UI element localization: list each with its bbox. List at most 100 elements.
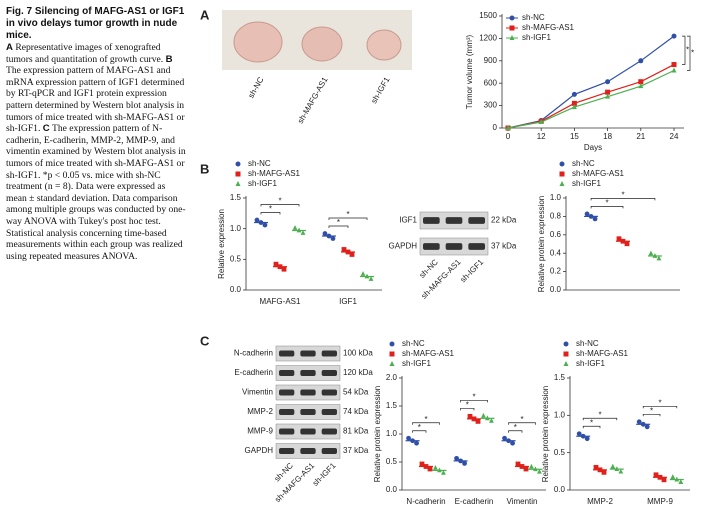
bracket — [412, 422, 440, 425]
point — [441, 470, 446, 475]
point — [258, 220, 264, 225]
point — [640, 421, 646, 427]
point — [235, 161, 241, 167]
point — [419, 461, 425, 467]
blot-band — [300, 428, 316, 435]
legend-label: sh-NC — [576, 339, 599, 348]
point — [322, 231, 328, 236]
size-label: 120 kDa — [343, 368, 373, 377]
point — [671, 62, 677, 68]
point — [427, 466, 433, 472]
x-tick-label: 15 — [570, 132, 579, 141]
bracket — [412, 430, 427, 433]
bracket — [328, 217, 368, 221]
blot-band — [279, 409, 295, 415]
point — [576, 431, 582, 437]
bracket — [590, 198, 656, 201]
legend-label: sh-MAFG-AS1 — [576, 349, 629, 358]
point — [657, 474, 663, 480]
point — [605, 93, 611, 99]
point — [620, 238, 626, 244]
legend-label: sh-NC — [402, 339, 425, 348]
blot-band — [423, 243, 440, 250]
blot-band — [321, 370, 337, 376]
size-label: 37 kDa — [491, 242, 517, 251]
y-axis-label: Tumor volume (mm³) — [465, 34, 474, 109]
size-label: 81 kDa — [343, 427, 369, 436]
photo-label: sh-IGF1 — [369, 75, 392, 105]
point — [661, 477, 667, 483]
lane-label: sh-IGF1 — [311, 461, 338, 488]
size-label: 22 kDa — [491, 216, 517, 225]
point — [674, 476, 680, 482]
point — [648, 250, 654, 256]
blot-band — [300, 389, 316, 396]
y-tick-label: 2.0 — [386, 373, 398, 382]
point — [485, 415, 490, 421]
point — [584, 436, 590, 442]
point — [601, 469, 607, 475]
lane-label: sh-IGF1 — [458, 257, 485, 284]
section-label: C — [42, 123, 50, 135]
bracket — [508, 422, 536, 425]
caption: Fig. 7 Silencing of MAFG-AS1 or IGF1 in … — [6, 6, 186, 262]
bracket — [642, 413, 661, 417]
point — [292, 225, 298, 230]
y-tick-label: 0.2 — [550, 267, 562, 276]
significance: * — [269, 205, 272, 214]
protein-label: IGF1 — [399, 216, 417, 225]
y-tick-label: 1.5 — [386, 401, 398, 410]
y-tick-label: 0.0 — [554, 485, 566, 494]
x-axis-label: Days — [584, 143, 602, 152]
point — [563, 361, 569, 366]
significance: * — [418, 423, 421, 432]
y-tick-label: 0.5 — [386, 457, 398, 466]
legend-label: sh-IGF1 — [248, 179, 277, 188]
protein-label: Vimentin — [242, 388, 273, 397]
bracket — [460, 399, 488, 403]
point — [559, 161, 565, 167]
point — [506, 438, 511, 444]
blot-band — [321, 448, 337, 454]
point — [638, 79, 644, 85]
size-label: 54 kDa — [343, 388, 369, 397]
tumor — [301, 26, 343, 62]
y-tick-label: 300 — [484, 101, 498, 110]
point — [592, 216, 598, 222]
blot-band — [279, 448, 295, 454]
point — [618, 468, 624, 474]
tumor — [233, 21, 283, 63]
point — [471, 416, 477, 422]
bracket — [460, 407, 475, 411]
point — [538, 119, 544, 125]
blot-band — [300, 409, 316, 415]
point — [458, 458, 463, 464]
caption-body: A Representative images of xenografted t… — [6, 42, 186, 262]
significance: * — [658, 398, 661, 407]
point — [593, 464, 599, 470]
point — [341, 247, 347, 252]
y-tick-label: 1.0 — [550, 193, 562, 202]
blot-band — [300, 350, 316, 357]
x-tick-label: 12 — [537, 132, 546, 141]
bracket — [260, 204, 300, 207]
point — [584, 211, 590, 217]
protein-label: GAPDH — [245, 446, 274, 455]
point — [614, 466, 620, 471]
blot-band — [321, 428, 337, 435]
point — [563, 351, 569, 357]
legend-label: sh-MAFG-AS1 — [248, 169, 301, 178]
point — [368, 276, 374, 281]
point — [462, 460, 467, 466]
blot-band — [468, 243, 485, 250]
photo-label: sh-NC — [246, 75, 265, 99]
y-tick-label: 1.0 — [386, 429, 398, 438]
significance: * — [686, 45, 689, 54]
y-tick-label: 0.0 — [550, 285, 562, 294]
point — [389, 361, 395, 366]
point — [423, 464, 429, 469]
section-text: The expression pattern of MAFG-AS1 and m… — [6, 65, 185, 135]
y-tick-label: 600 — [484, 78, 498, 87]
y-axis-label: Relative protein expression — [537, 196, 546, 293]
y-tick-label: 0.5 — [230, 254, 242, 263]
